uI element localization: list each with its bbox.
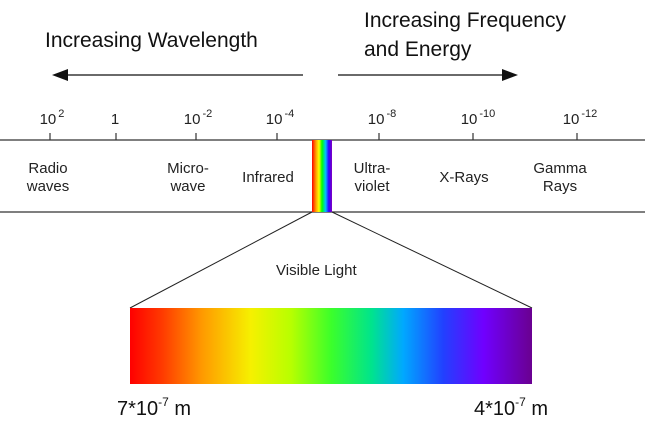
tick-label: 10 2 [39,108,65,128]
tick-label: 10 -12 [562,108,598,128]
tick-label: 1 [110,111,120,128]
band-label-infrared: Infrared [242,169,294,186]
band-label-xrays: X-Rays [439,169,489,186]
visible-band-strip [312,140,332,212]
band-label-gamma: Gamma Rays [533,160,587,195]
band-label-ultraviolet: Ultra-violet [353,160,391,195]
wavelength-label: Increasing Wavelength [45,29,258,52]
zoom-line-right [331,211,533,309]
frequency-label-line2: and Energy [364,38,472,61]
visible-spectrum-bar [130,308,532,384]
zoom-line-left [129,211,313,309]
tick-label: 10 -4 [265,108,295,128]
visible-light-title: Visible Light [276,262,357,279]
tick-label: 10 -2 [183,108,213,128]
violet-end-wavelength: 4*10-7 m [474,395,549,420]
tick-label: 10 -8 [367,108,397,128]
red-end-wavelength: 7*10-7 m [117,395,192,420]
tick-marks [49,133,578,140]
frequency-label-line1: Increasing Frequency [364,9,566,32]
band-label-radio: Radio waves [26,160,70,195]
band-label-microwave: Micro-wave [167,160,209,195]
tick-label: 10 -10 [460,108,496,128]
wavelength-arrow [52,69,303,81]
frequency-arrow [338,69,518,81]
